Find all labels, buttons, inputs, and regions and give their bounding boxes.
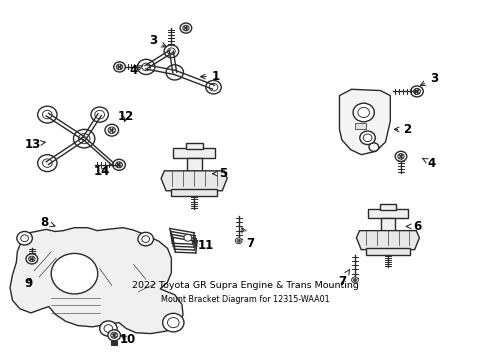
Text: 12: 12 bbox=[118, 110, 134, 123]
Text: 7: 7 bbox=[242, 228, 254, 250]
Circle shape bbox=[184, 234, 192, 241]
Circle shape bbox=[113, 159, 125, 170]
Text: 5: 5 bbox=[213, 167, 227, 180]
Circle shape bbox=[38, 155, 57, 172]
Bar bbox=[366, 248, 410, 255]
Bar bbox=[355, 123, 366, 129]
Circle shape bbox=[26, 254, 38, 264]
Circle shape bbox=[180, 23, 192, 33]
Circle shape bbox=[163, 313, 184, 332]
Circle shape bbox=[235, 238, 242, 244]
Text: 14: 14 bbox=[94, 165, 110, 178]
Circle shape bbox=[395, 151, 407, 161]
Circle shape bbox=[74, 129, 95, 148]
Bar bbox=[368, 209, 408, 218]
Circle shape bbox=[360, 131, 375, 145]
Text: 3: 3 bbox=[149, 34, 166, 47]
Bar bbox=[380, 204, 396, 210]
Polygon shape bbox=[340, 89, 391, 155]
Circle shape bbox=[38, 106, 57, 123]
Polygon shape bbox=[10, 228, 183, 334]
Text: 7: 7 bbox=[338, 270, 350, 288]
Circle shape bbox=[114, 62, 125, 72]
Text: 9: 9 bbox=[24, 277, 32, 290]
Text: Mount Bracket Diagram for 12315-WAA01: Mount Bracket Diagram for 12315-WAA01 bbox=[161, 295, 329, 304]
Bar bbox=[186, 143, 203, 149]
Bar bbox=[187, 158, 201, 171]
Text: 8: 8 bbox=[40, 216, 55, 229]
Circle shape bbox=[99, 321, 117, 336]
Text: 10: 10 bbox=[120, 333, 136, 346]
Circle shape bbox=[352, 277, 358, 283]
Circle shape bbox=[369, 143, 379, 151]
Circle shape bbox=[51, 253, 98, 294]
Text: 2: 2 bbox=[394, 123, 411, 136]
Circle shape bbox=[164, 45, 179, 58]
Circle shape bbox=[91, 107, 108, 122]
Circle shape bbox=[17, 231, 32, 245]
Circle shape bbox=[353, 103, 374, 122]
Circle shape bbox=[138, 232, 153, 246]
Bar bbox=[173, 148, 216, 158]
Text: 2022 Toyota GR Supra Engine & Trans Mounting: 2022 Toyota GR Supra Engine & Trans Moun… bbox=[131, 281, 359, 290]
Text: 1: 1 bbox=[200, 70, 220, 83]
Circle shape bbox=[108, 330, 121, 341]
Text: 13: 13 bbox=[24, 138, 45, 150]
Bar bbox=[171, 189, 217, 196]
Text: 6: 6 bbox=[406, 220, 421, 233]
Circle shape bbox=[166, 65, 183, 80]
Ellipse shape bbox=[109, 270, 129, 294]
Text: 4: 4 bbox=[422, 157, 436, 170]
Bar bbox=[381, 218, 395, 231]
Circle shape bbox=[411, 86, 423, 97]
Circle shape bbox=[138, 59, 155, 75]
Polygon shape bbox=[161, 171, 227, 191]
Circle shape bbox=[206, 80, 221, 94]
Text: 4: 4 bbox=[129, 64, 143, 77]
Text: 3: 3 bbox=[420, 72, 438, 85]
Circle shape bbox=[105, 124, 119, 136]
Polygon shape bbox=[356, 231, 419, 249]
Text: 11: 11 bbox=[193, 239, 214, 252]
